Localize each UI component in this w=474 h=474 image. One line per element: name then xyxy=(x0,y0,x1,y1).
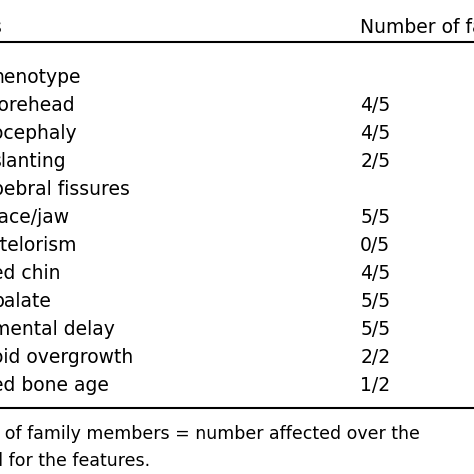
Text: 5/5: 5/5 xyxy=(360,208,391,227)
Text: 4/5: 4/5 xyxy=(360,124,391,143)
Text: forehead: forehead xyxy=(0,96,76,115)
Text: henotype: henotype xyxy=(0,68,81,87)
Text: oid overgrowth: oid overgrowth xyxy=(0,348,133,367)
Text: pebral fissures: pebral fissures xyxy=(0,180,130,199)
Text: 5/5: 5/5 xyxy=(360,292,391,311)
Text: ocephaly: ocephaly xyxy=(0,124,77,143)
Text: 2/5: 2/5 xyxy=(360,152,391,171)
Text: ed chin: ed chin xyxy=(0,264,61,283)
Text: palate: palate xyxy=(0,292,51,311)
Text: rtelorism: rtelorism xyxy=(0,236,76,255)
Text: 1/2: 1/2 xyxy=(360,376,391,395)
Text: slanting: slanting xyxy=(0,152,67,171)
Text: d for the features.: d for the features. xyxy=(0,452,150,470)
Text: 4/5: 4/5 xyxy=(360,264,391,283)
Text: r of family members = number affected over the: r of family members = number affected ov… xyxy=(0,425,420,443)
Text: 2/2: 2/2 xyxy=(360,348,391,367)
Text: 5/5: 5/5 xyxy=(360,320,391,339)
Text: ed bone age: ed bone age xyxy=(0,376,109,395)
Text: 4/5: 4/5 xyxy=(360,96,391,115)
Text: 0/5: 0/5 xyxy=(360,236,391,255)
Text: s: s xyxy=(0,18,2,37)
Text: face/jaw: face/jaw xyxy=(0,208,70,227)
Text: Number of family me: Number of family me xyxy=(360,18,474,37)
Text: mental delay: mental delay xyxy=(0,320,115,339)
